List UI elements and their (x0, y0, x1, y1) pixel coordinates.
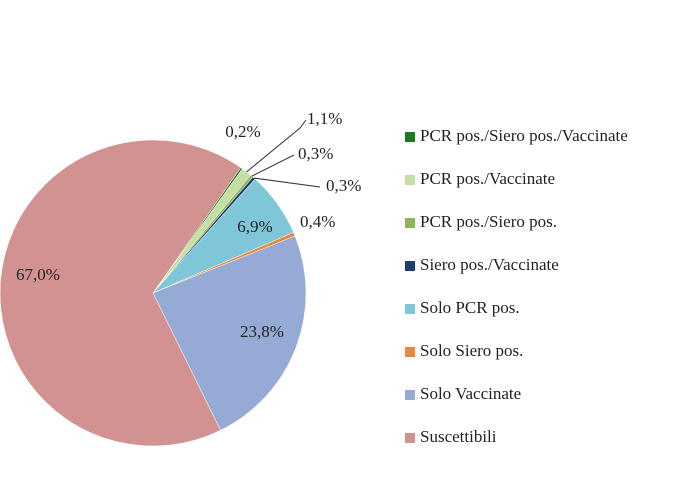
legend-swatch (405, 132, 415, 142)
leader-line (246, 119, 307, 173)
legend-label: PCR pos./Siero pos./Vaccinate (420, 126, 628, 145)
data-label: 0,3% (326, 176, 361, 195)
legend-label: Solo Siero pos. (420, 341, 523, 360)
data-label: 0,4% (300, 212, 335, 231)
legend-swatch (405, 433, 415, 443)
data-label: 23,8% (240, 322, 284, 341)
legend-label: Solo PCR pos. (420, 298, 520, 317)
legend-swatch (405, 347, 415, 357)
legend-swatch (405, 218, 415, 228)
legend-label: Solo Vaccinate (420, 384, 521, 403)
legend-swatch (405, 390, 415, 400)
data-label: 0,2% (225, 122, 260, 141)
data-label: 6,9% (237, 217, 272, 236)
legend-label: PCR pos./Vaccinate (420, 169, 555, 188)
leader-line (251, 154, 295, 177)
legend-swatch (405, 261, 415, 271)
legend-label: Siero pos./Vaccinate (420, 255, 559, 274)
pie-slice (0, 139, 242, 447)
legend-label: Suscettibili (420, 427, 497, 446)
data-label: 0,3% (298, 144, 333, 163)
pie-slice (152, 235, 307, 431)
legend-swatch (405, 304, 415, 314)
legend-label: PCR pos./Siero pos. (420, 212, 557, 231)
legend-swatch (405, 175, 415, 185)
data-label: 67,0% (16, 265, 60, 284)
data-label: 1,1% (307, 109, 342, 128)
leader-line (253, 177, 321, 188)
